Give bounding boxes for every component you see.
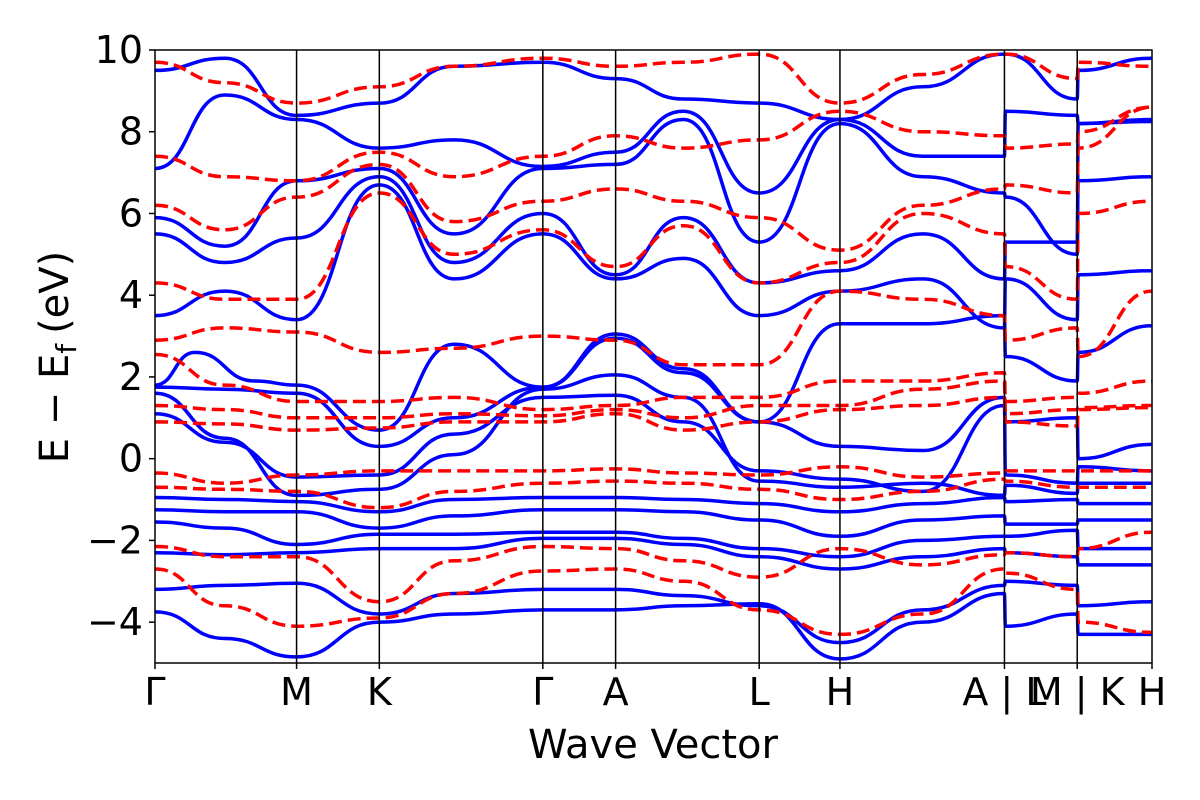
x-tick-label-1: M <box>280 670 313 714</box>
x-tick-label-2: K <box>367 670 393 714</box>
x-tick-label-4: A <box>603 670 629 714</box>
plot-frame <box>154 49 1153 664</box>
y-tick-label-1: −2 <box>87 518 143 562</box>
x-tick-label-0: Γ <box>144 670 165 714</box>
y-ticks: −4 −2 0 2 4 6 8 10 <box>87 28 155 644</box>
y-tick-label-2: 0 <box>119 437 143 481</box>
solid-band-5 <box>155 495 1152 514</box>
dashed-band-6 <box>155 352 1152 412</box>
dashed-band-10 <box>155 105 1152 183</box>
solid-band-7 <box>155 393 1152 494</box>
x-tick-label-3: Γ <box>532 670 553 714</box>
dashed-band-7 <box>155 289 1152 367</box>
y-tick-label-4: 4 <box>119 273 143 317</box>
y-tick-label-3: 2 <box>119 355 143 399</box>
solid-band-11 <box>155 174 1152 285</box>
x-tick-label-6: H <box>826 670 855 714</box>
solid-band-0 <box>155 591 1152 661</box>
solid-band-4 <box>155 508 1152 539</box>
dashed-band-11 <box>155 52 1152 105</box>
solid-band-14 <box>155 52 1152 122</box>
x-axis-title: Wave Vector <box>528 722 779 768</box>
dashed-band-8 <box>155 191 1152 302</box>
x-tick-label-5: L <box>749 670 770 714</box>
dashed-band-3 <box>155 465 1152 485</box>
x-tick-label-8: M | K <box>1030 670 1126 715</box>
y-tick-label-7: 10 <box>95 28 143 72</box>
dashed-band-0 <box>155 567 1152 637</box>
y-axis-title: E − Ef (eV) <box>32 251 83 464</box>
x-tick-label-7: A | L <box>962 670 1046 715</box>
solid-band-8 <box>155 332 1152 461</box>
dashed-band-5 <box>155 379 1152 420</box>
dashed-band-9 <box>155 105 1152 252</box>
solid-band-3 <box>155 520 1152 559</box>
solid-band-1 <box>155 579 1152 645</box>
x-ticks: Γ M K Γ A L H A | LM | K H <box>144 663 1166 715</box>
y-tick-label-6: 8 <box>119 110 143 154</box>
y-axis-title-main: E − E <box>32 354 78 464</box>
dashed-band-2 <box>155 477 1152 510</box>
solid-band-10 <box>155 183 1152 330</box>
high-symmetry-lines <box>295 50 1078 663</box>
dashed-band-1 <box>155 530 1152 604</box>
y-tick-label-5: 6 <box>119 191 143 235</box>
bands-layer <box>155 52 1152 661</box>
y-axis-title-unit: (eV) <box>32 251 78 334</box>
y-axis-title-subscript: f <box>50 343 83 354</box>
x-tick-label-9: H <box>1138 670 1167 714</box>
dashed-band-4 <box>155 395 1152 432</box>
solid-band-13 <box>155 93 1152 195</box>
y-tick-label-0: −4 <box>87 600 143 644</box>
